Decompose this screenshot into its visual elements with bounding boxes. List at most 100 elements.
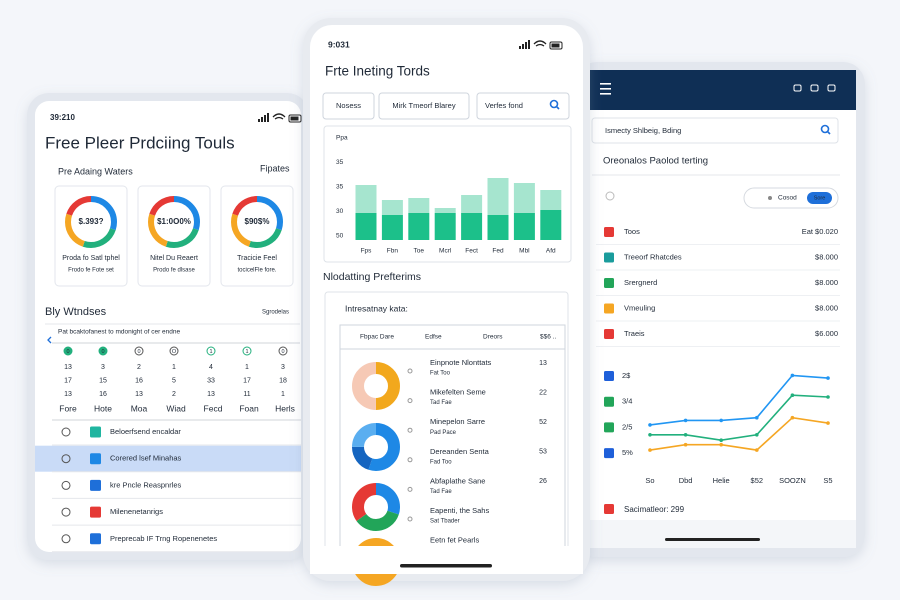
calendar-cell: 15 — [99, 377, 107, 384]
signal-bar — [258, 119, 260, 122]
button[interactable] — [807, 192, 832, 204]
calendar-icon-label: O — [172, 349, 177, 355]
y-label: 2$ — [622, 371, 631, 380]
row-icon — [61, 427, 71, 437]
calendar-cell: 13 — [64, 364, 72, 371]
card-value: $1:0O0% — [157, 217, 191, 226]
legend-color — [604, 422, 614, 433]
row-color — [90, 533, 101, 545]
item-sub: Sat Tbader — [430, 519, 460, 525]
link: Fipates — [260, 163, 290, 173]
donut-segment — [65, 196, 117, 248]
item-name: Srergnerd — [624, 278, 657, 287]
item-sub: Pad Pace — [430, 430, 457, 436]
card-sub: tocicelFle fore. — [237, 268, 276, 274]
card-sub: Frodo fe Fote set — [68, 268, 114, 274]
bar-segment — [461, 195, 483, 213]
line-series — [649, 374, 829, 426]
button-label: Sore — [814, 195, 826, 201]
donut-segment — [65, 196, 117, 248]
status-time: 39:210 — [50, 113, 75, 122]
donut-segment — [352, 362, 400, 410]
calendar-cell: 17 — [243, 377, 251, 384]
calendar-day: Fecd — [204, 403, 223, 413]
bar-segment — [540, 210, 562, 240]
donut-segment — [65, 196, 117, 248]
line-point — [790, 373, 795, 378]
line-series — [650, 394, 829, 442]
calendar-icon-label: 1 — [245, 349, 248, 355]
calendar-cell: 13 — [135, 391, 143, 398]
calendar-cell: 1 — [172, 364, 176, 371]
calendar-icon — [134, 346, 144, 356]
line-point — [755, 433, 759, 437]
calendar-cell: 16 — [135, 377, 143, 384]
bar-segment — [487, 215, 509, 240]
calendar-cell: 1 — [281, 391, 285, 398]
status-time: 9:031 — [328, 39, 350, 49]
line-point — [755, 448, 759, 452]
item-sub: Fad Too — [430, 459, 452, 465]
item-value: 26 — [539, 478, 547, 485]
donut-segment — [148, 196, 200, 248]
item-dot — [407, 457, 413, 463]
battery-level — [551, 43, 560, 48]
calendar-cell: 17 — [64, 377, 72, 384]
calendar-cell: 13 — [64, 391, 72, 398]
bar-segment — [513, 183, 535, 213]
input-box[interactable] — [378, 92, 470, 120]
home-indicator — [400, 564, 492, 568]
item-name: Vmeuling — [624, 303, 655, 312]
footer-text: Sacimatleor: 299 — [624, 505, 685, 514]
item-price: $6.000 — [815, 329, 838, 338]
toggle-dot — [768, 196, 772, 200]
bar-segment — [355, 213, 377, 240]
signal-bar — [522, 44, 524, 49]
row-icon — [61, 454, 71, 464]
legend-color — [604, 396, 614, 407]
calendar-day: Fore — [59, 403, 77, 413]
search-icon — [820, 124, 830, 134]
bar-segment — [408, 213, 430, 240]
input-box[interactable] — [322, 92, 375, 120]
list-row[interactable] — [35, 499, 301, 525]
home-indicator — [665, 538, 760, 541]
header-icon — [793, 84, 802, 92]
item-name: Minepelon Sarre — [430, 417, 485, 426]
item-value: 53 — [539, 449, 547, 456]
table-header — [339, 324, 566, 350]
item-name: Eetn fet Pearls — [430, 536, 479, 545]
toggle-label: Cosod — [778, 195, 797, 202]
y-label: 5% — [622, 448, 633, 457]
calendar-icon-label: 0 — [281, 349, 284, 355]
y-label: 3/4 — [622, 397, 632, 406]
line-series — [649, 416, 829, 451]
row-text: kre Pncle Reaspnrles — [110, 480, 182, 489]
search-icon — [555, 105, 560, 110]
item-dot — [407, 368, 413, 374]
bar-segment — [513, 213, 535, 240]
list-row-selected[interactable] — [35, 445, 301, 472]
item-dot — [407, 398, 413, 404]
line-point — [683, 418, 688, 423]
calendar-icon — [169, 346, 179, 356]
menu-icon — [600, 83, 611, 85]
bottom-bar — [583, 520, 856, 548]
card-value: $90$% — [245, 217, 270, 226]
search-box[interactable] — [591, 117, 839, 144]
y-label: Ppa — [336, 135, 348, 142]
row-color — [90, 426, 101, 438]
item-value: 52 — [539, 419, 547, 426]
table-header-cell: Fbpac Dare — [360, 334, 394, 341]
calendar-cell: 11 — [243, 391, 250, 398]
item-sub: Tad Fae — [430, 489, 452, 495]
input-box[interactable] — [476, 92, 570, 120]
header-icon — [810, 84, 819, 92]
item-name: Treeorf Rhatcdes — [624, 252, 682, 261]
back-arrow[interactable] — [47, 336, 52, 344]
menu-icon — [600, 93, 611, 95]
line-point — [790, 415, 795, 420]
subtitle: Pre Adaing Waters — [58, 166, 133, 176]
line-point — [648, 448, 652, 452]
item-color — [604, 278, 614, 288]
